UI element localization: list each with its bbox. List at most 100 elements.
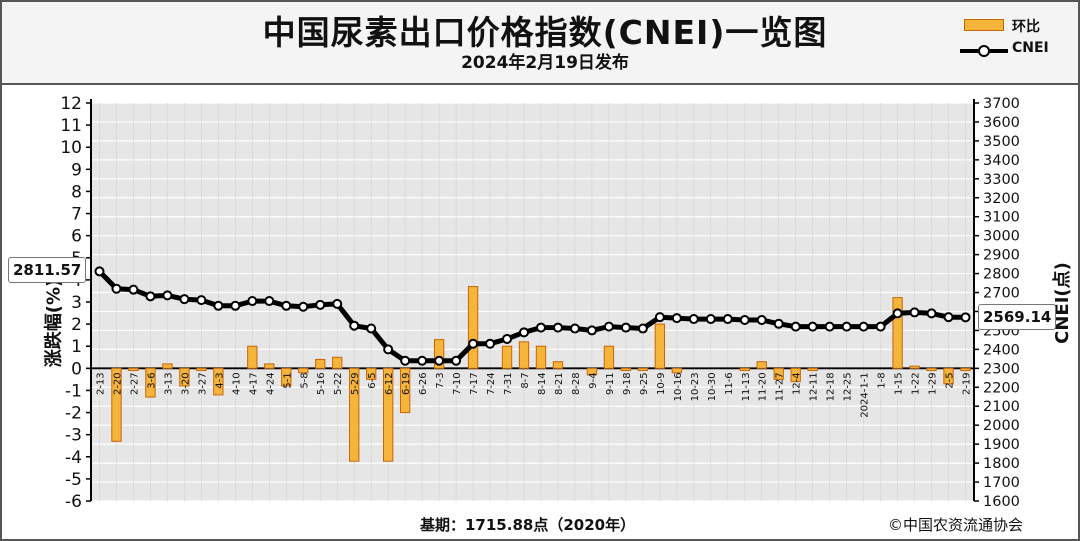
bar <box>586 367 598 376</box>
bar <box>382 367 394 462</box>
x-tick-label: 1-15 <box>894 372 905 395</box>
cnei-point <box>179 294 190 305</box>
y-right-tick-label: 1700 <box>983 475 1020 491</box>
bar <box>603 345 615 369</box>
cnei-point <box>926 308 937 319</box>
cnei-point <box>773 318 784 329</box>
bar <box>926 367 937 372</box>
cnei-line <box>97 269 966 364</box>
cnei-point <box>332 298 343 309</box>
cnei-point <box>620 322 631 333</box>
cnei-point <box>417 355 428 366</box>
cnei-point <box>671 313 682 324</box>
cnei-point <box>94 266 105 277</box>
bar <box>467 286 479 369</box>
bar <box>790 367 801 383</box>
cnei-point <box>213 300 224 311</box>
cnei-point <box>230 300 241 311</box>
bar <box>671 367 683 374</box>
bar <box>433 339 445 369</box>
bar <box>213 367 224 396</box>
cnei-point <box>705 314 716 325</box>
chart-header: 中国尿素出口价格指数(CNEI)一览图 2024年2月19日发布 <box>0 0 1080 84</box>
cnei-point <box>909 307 920 318</box>
cnei-point <box>824 321 835 332</box>
footer-copyright: ©中国农资流通协会 <box>888 516 1024 534</box>
y-right-tick-label: 1900 <box>983 437 1020 453</box>
bar <box>315 358 326 369</box>
cnei-point <box>383 344 394 355</box>
cnei-point <box>586 325 597 336</box>
bar <box>298 367 309 374</box>
cnei-point <box>366 323 377 334</box>
x-tick-label: 1-29 <box>928 372 939 395</box>
x-tick-label: 7-31 <box>503 372 514 395</box>
bar <box>773 367 784 380</box>
x-tick-label: 9-25 <box>639 372 650 395</box>
y-left-tick-label: -2 <box>65 404 82 424</box>
x-tick-label: 9-4 <box>588 372 599 388</box>
y-left-tick-label: 8 <box>71 182 82 202</box>
x-tick-label: 5-29 <box>350 372 361 395</box>
y-right-tick-label: 2400 <box>983 342 1020 358</box>
bar <box>247 345 258 369</box>
x-tick-label: 6-5 <box>367 372 378 388</box>
bar <box>739 367 750 372</box>
bar <box>960 367 971 372</box>
plot-area <box>91 103 974 501</box>
x-tick-label: 11-13 <box>741 372 752 401</box>
cnei-point <box>790 321 801 332</box>
x-tick-label: 7-3 <box>435 372 446 388</box>
x-tick-label: 7-10 <box>452 372 463 395</box>
y-left-tick-label: -6 <box>65 492 82 512</box>
cnei-point <box>637 323 648 334</box>
y-right-tick-label: 3100 <box>983 210 1020 226</box>
legend-bar-label: 环比 <box>1012 19 1040 35</box>
footer-base-period: 基期：1715.88点（2020年） <box>420 516 636 534</box>
x-tick-label: 9-11 <box>605 372 616 395</box>
x-tick-label: 12-11 <box>809 372 820 401</box>
y-left-tick-label: 2 <box>71 315 82 335</box>
x-tick-label: 12-25 <box>843 372 854 401</box>
bar <box>399 367 411 414</box>
x-tick-label: 11-27 <box>775 372 786 401</box>
bar <box>111 367 122 442</box>
x-tick-label: 9-18 <box>622 372 633 395</box>
start-value-callout: 2811.57 <box>8 257 87 283</box>
bar <box>552 361 564 369</box>
x-tick-label: 12-4 <box>792 372 803 395</box>
cnei-point <box>654 312 665 323</box>
x-tick-label: 3-13 <box>163 372 174 395</box>
cnei-point <box>281 300 292 311</box>
x-tick-label: 3-20 <box>180 372 191 395</box>
x-tick-label: 2-19 <box>962 372 973 395</box>
x-tick-label: 10-16 <box>673 372 684 401</box>
x-tick-label: 4-3 <box>214 372 225 388</box>
y-right-tick-label: 2200 <box>983 380 1020 396</box>
bar <box>535 345 547 369</box>
x-tick-label: 1-22 <box>911 372 922 395</box>
cnei-point <box>502 333 513 344</box>
y-right-tick-label: 3200 <box>983 191 1020 207</box>
cnei-point <box>722 314 733 325</box>
cnei-point <box>434 355 445 366</box>
x-tick-label: 4-17 <box>248 372 259 395</box>
y-left-tick-label: 1 <box>71 337 82 357</box>
x-tick-label: 3-6 <box>146 372 157 388</box>
bar <box>349 367 360 462</box>
x-tick-label: 8-28 <box>571 372 582 395</box>
cnei-point <box>756 315 767 326</box>
y-right-tick-label: 2700 <box>983 286 1020 302</box>
bar <box>196 367 207 372</box>
y-right-tick-label: 3300 <box>983 172 1020 188</box>
y-left-tick-label: 0 <box>71 359 82 379</box>
legend-line-marker <box>978 45 990 57</box>
bar <box>179 367 190 387</box>
bar <box>807 367 818 372</box>
cnei-point <box>111 283 122 294</box>
cnei-point <box>468 338 479 349</box>
y-right-tick-label: 2800 <box>983 267 1020 283</box>
y-right-tick-label: 1800 <box>983 456 1020 472</box>
y-left-tick-label: -4 <box>65 448 82 468</box>
y-left-tick-label: 11 <box>60 116 82 136</box>
